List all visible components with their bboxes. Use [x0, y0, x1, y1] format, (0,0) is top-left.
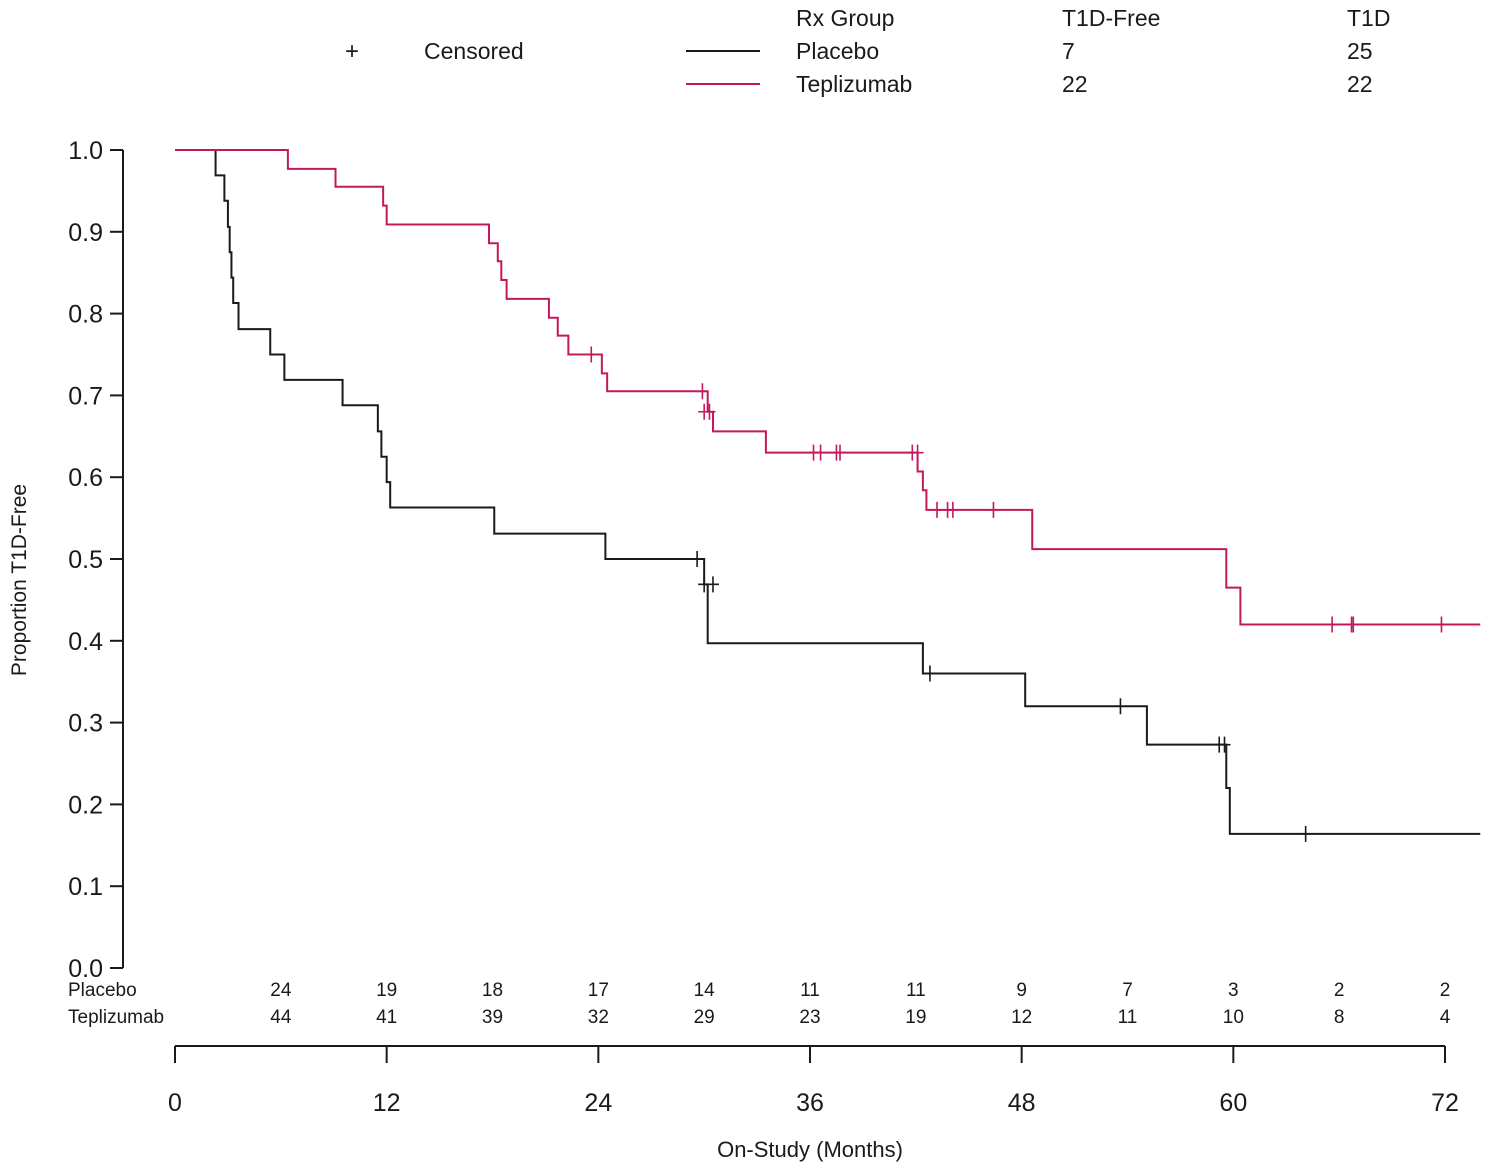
y-tick-label: 0.0 [68, 955, 103, 983]
x-tick-label: 12 [373, 1089, 401, 1117]
y-tick-label: 0.6 [68, 464, 103, 492]
y-tick-label: 0.4 [68, 628, 103, 656]
risk-value-placebo: 19 [376, 980, 397, 1001]
risk-row-label-placebo: Placebo [68, 980, 137, 1001]
risk-value-teplizumab: 44 [270, 1007, 292, 1028]
legend-teplizumab-t1d: 22 [1347, 71, 1373, 97]
legend: + Censored Rx Group T1D-Free T1D Placebo… [345, 5, 1390, 97]
censor-mark-placebo [706, 576, 719, 593]
risk-value-teplizumab: 41 [376, 1007, 397, 1028]
x-axis-ticks: 0 12 24 36 48 60 72 [168, 1046, 1459, 1117]
censor-mark-teplizumab [1435, 616, 1448, 633]
risk-value-placebo: 18 [482, 980, 503, 1001]
legend-placebo-t1d: 25 [1347, 38, 1373, 64]
risk-value-teplizumab: 32 [588, 1007, 609, 1028]
legend-teplizumab-free: 22 [1062, 71, 1088, 97]
x-tick-label: 72 [1431, 1089, 1459, 1117]
risk-value-teplizumab: 19 [905, 1007, 926, 1028]
risk-value-teplizumab: 4 [1440, 1007, 1451, 1028]
y-tick-label: 1.0 [68, 137, 103, 165]
risk-value-placebo: 2 [1440, 980, 1451, 1001]
censor-mark-teplizumab [946, 501, 959, 518]
risk-value-teplizumab: 39 [482, 1007, 503, 1028]
censor-mark-teplizumab [987, 501, 1000, 518]
risk-value-placebo: 17 [588, 980, 609, 1001]
censor-mark-placebo [923, 665, 936, 682]
censor-mark-teplizumab [911, 444, 924, 461]
risk-value-teplizumab: 23 [799, 1007, 820, 1028]
y-tick-label: 0.2 [68, 791, 103, 819]
censor-mark-teplizumab [696, 383, 709, 400]
x-tick-label: 60 [1219, 1089, 1247, 1117]
censor-mark-teplizumab [833, 444, 846, 461]
risk-value-placebo: 11 [800, 980, 820, 1001]
risk-value-teplizumab: 29 [694, 1007, 715, 1028]
censor-mark-teplizumab [585, 346, 598, 363]
censor-mark-teplizumab [931, 501, 943, 518]
x-tick-label: 0 [168, 1089, 182, 1117]
censor-mark-teplizumab [1326, 616, 1339, 633]
legend-censored-symbol: + [345, 38, 359, 65]
y-tick-label: 0.9 [68, 219, 103, 247]
survival-curves [175, 149, 1481, 842]
risk-value-teplizumab: 10 [1223, 1007, 1244, 1028]
censor-mark-teplizumab [1347, 616, 1360, 633]
censor-mark-placebo [1299, 825, 1312, 842]
risk-value-placebo: 14 [694, 980, 716, 1001]
y-tick-label: 0.7 [68, 382, 103, 410]
x-tick-label: 36 [796, 1089, 824, 1117]
risk-value-teplizumab: 12 [1011, 1007, 1032, 1028]
risk-value-placebo: 2 [1334, 980, 1345, 1001]
legend-header-free: T1D-Free [1062, 5, 1160, 31]
risk-value-teplizumab: 11 [1118, 1007, 1138, 1028]
risk-value-placebo: 11 [906, 980, 926, 1001]
risk-row-label-teplizumab: Teplizumab [68, 1007, 164, 1028]
y-tick-label: 0.8 [68, 301, 103, 329]
number-at-risk-table: Placebo Teplizumab 24 19 18 17 14 11 11 9 7 3 2 244… [68, 980, 1451, 1028]
y-axis-label: Proportion T1D-Free [8, 484, 31, 676]
risk-value-teplizumab: 8 [1334, 1007, 1345, 1028]
legend-teplizumab-name: Teplizumab [796, 71, 912, 97]
legend-placebo-free: 7 [1062, 38, 1075, 64]
risk-value-placebo: 24 [270, 980, 292, 1001]
curve-placebo [175, 149, 1481, 835]
legend-placebo-name: Placebo [796, 38, 879, 64]
censor-mark-teplizumab [703, 403, 716, 420]
censor-mark-teplizumab [814, 444, 827, 461]
x-axis-label: On-Study (Months) [717, 1137, 903, 1162]
y-axis-ticks: 0.0 0.1 0.2 0.3 0.4 0.5 0.6 0.7 0.8 0.9 1.0 [68, 137, 123, 983]
censor-mark-placebo [1218, 736, 1231, 753]
curve-teplizumab [175, 149, 1481, 626]
y-tick-label: 0.5 [68, 546, 103, 574]
legend-header-group: Rx Group [796, 5, 894, 31]
legend-header-t1d: T1D [1347, 5, 1390, 31]
legend-censored-label: Censored [424, 38, 524, 64]
x-tick-label: 48 [1008, 1089, 1036, 1117]
y-tick-label: 0.1 [68, 873, 103, 901]
y-tick-label: 0.3 [68, 710, 103, 738]
risk-value-placebo: 3 [1228, 980, 1239, 1001]
censor-mark-placebo [1114, 698, 1127, 715]
risk-value-placebo: 9 [1016, 980, 1027, 1001]
risk-value-placebo: 7 [1122, 980, 1133, 1001]
censor-mark-placebo [691, 551, 704, 567]
x-tick-label: 24 [584, 1089, 612, 1117]
